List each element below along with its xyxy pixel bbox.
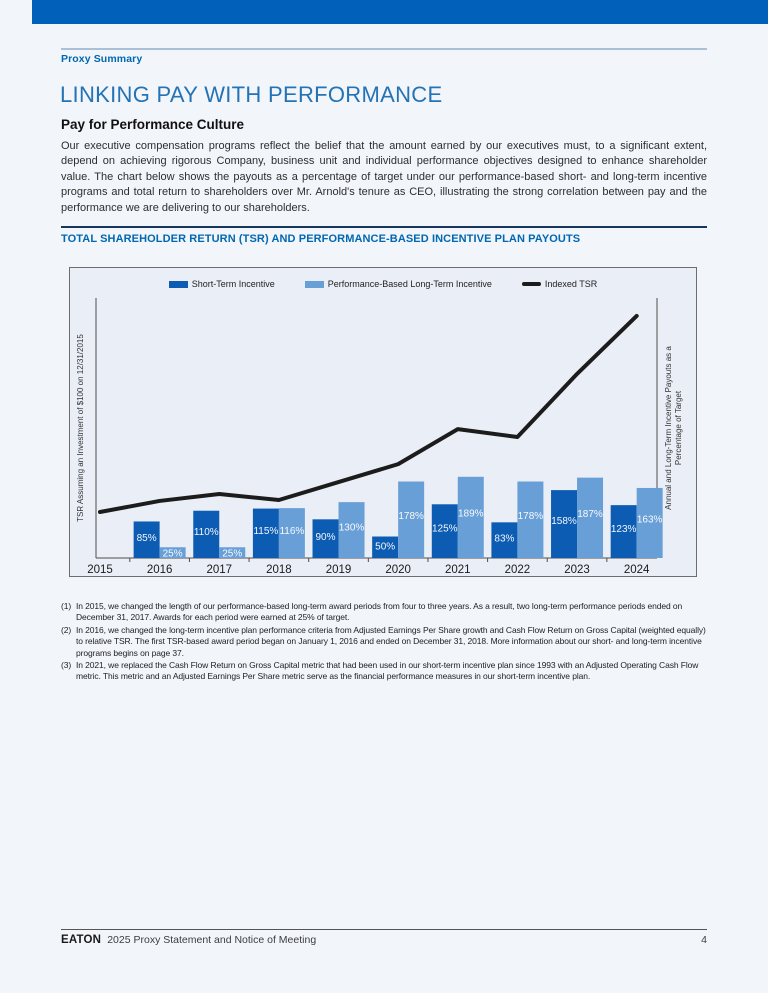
x-axis-year-label: 2022 (505, 564, 531, 576)
legend-bar-swatch (168, 280, 188, 288)
bar-value-label: 115% (253, 526, 278, 537)
legend-label: Indexed TSR (544, 279, 598, 289)
legend-label: Performance-Based Long-Term Incentive (327, 279, 492, 289)
legend-label: Short-Term Incentive (191, 279, 275, 289)
chart-plot-area: 85% 110% 115% 90% 50% 125% 83% 158% 123% 25% 25% 11… (76, 298, 683, 576)
short-term-incentive-bar (193, 510, 220, 558)
long-term-incentive-bar (636, 487, 663, 558)
bar-value-label: 178% (518, 511, 544, 522)
legend-item: Indexed TSR (521, 279, 598, 289)
long-term-incentive-bar (517, 481, 544, 558)
tsr-incentive-chart: Short-Term Incentive Performance-Based Lo… (69, 267, 697, 577)
right-axis-title-line: Annual and Long-Term Incentive Payouts a… (664, 346, 673, 510)
short-term-incentive-bar (372, 536, 399, 558)
legend-line-swatch (521, 282, 541, 286)
page-title: LINKING PAY WITH PERFORMANCE (60, 82, 443, 107)
brand-wordmark: EATON (61, 934, 102, 946)
legend-item: Short-Term Incentive (168, 279, 275, 289)
left-axis-title: TSR Assuming an Investment of $100 on 12… (76, 334, 85, 522)
long-term-incentive-bar (457, 476, 484, 558)
footnote: (2) In 2016, we changed the long-term in… (61, 625, 711, 659)
x-axis-year-label: 2024 (624, 564, 650, 576)
bar-value-label: 130% (339, 522, 365, 533)
chart-section-divider (61, 226, 707, 228)
header-divider (61, 48, 707, 50)
long-term-incentive-bar (159, 547, 186, 558)
bar-value-label: 123% (611, 524, 637, 535)
breadcrumb: Proxy Summary (61, 53, 143, 65)
long-term-incentive-bar (278, 508, 305, 558)
x-axis-year-label: 2019 (326, 564, 352, 576)
footnote-marker: (1) (61, 601, 72, 611)
chart-section-title: TOTAL SHAREHOLDER RETURN (TSR) AND PERFO… (61, 233, 581, 245)
bar-value-label: 83% (494, 534, 514, 545)
long-term-incentive-bar (398, 481, 425, 558)
short-term-incentive-bar (252, 508, 279, 558)
short-term-incentive-bar (431, 504, 458, 558)
x-axis-year-label: 2021 (445, 564, 471, 576)
chart-legend: Short-Term Incentive Performance-Based Lo… (70, 279, 696, 289)
short-term-incentive-bar (312, 519, 339, 558)
body-paragraph: Our executive compensation programs refl… (61, 140, 707, 214)
x-axis-year-label: 2016 (147, 564, 173, 576)
short-term-incentive-bar (551, 490, 578, 558)
long-term-incentive-bar (219, 547, 246, 558)
footer-divider (61, 929, 707, 930)
short-term-incentive-bar (133, 521, 160, 558)
bar-value-label: 163% (637, 515, 663, 526)
bar-value-label: 116% (279, 526, 304, 537)
footnote-text: In 2021, we replaced the Cash Flow Retur… (76, 660, 699, 682)
bar-value-label: 90% (316, 532, 336, 543)
x-axis-year-label: 2015 (87, 564, 113, 576)
page-number: 4 (701, 934, 707, 946)
legend-bar-swatch (304, 280, 324, 288)
x-axis-year-label: 2017 (206, 564, 232, 576)
x-axis-year-label: 2023 (564, 564, 590, 576)
legend-item: Performance-Based Long-Term Incentive (304, 279, 492, 289)
x-axis-year-label: 2020 (385, 564, 411, 576)
footnotes: (1) In 2015, we changed the length of ou… (61, 601, 711, 684)
top-brand-banner (32, 0, 768, 24)
bar-value-label: 85% (137, 533, 157, 544)
short-term-incentive-bar (491, 522, 518, 558)
footnote-marker: (3) (61, 660, 72, 671)
long-term-incentive-bar (338, 502, 365, 558)
bar-value-label: 110% (194, 527, 219, 538)
footnote: (1) In 2015, we changed the length of ou… (61, 601, 711, 624)
short-term-incentive-bar (610, 505, 637, 558)
footnote-text: In 2016, we changed the long-term incent… (76, 624, 706, 658)
long-term-incentive-bar (577, 477, 604, 558)
footer-text: 2025 Proxy Statement and Notice of Meeti… (107, 934, 317, 946)
right-axis-title-line: Percentage of Target (674, 390, 683, 465)
footnote-text: In 2015, we changed the length of our pe… (76, 601, 683, 623)
section-heading: Pay for Performance Culture (61, 117, 245, 132)
bar-value-label: 178% (398, 511, 424, 522)
bar-value-label: 189% (458, 509, 484, 520)
bar-value-label: 25% (163, 548, 183, 559)
bar-value-label: 50% (375, 541, 395, 552)
footnote: (3) In 2021, we replaced the Cash Flow R… (61, 660, 711, 683)
bar-value-label: 25% (222, 548, 242, 559)
bar-value-label: 187% (577, 509, 603, 520)
page-footer: EATON 2025 Proxy Statement and Notice of… (61, 934, 707, 946)
indexed-tsr-line (98, 313, 639, 514)
x-axis-year-label: 2018 (266, 564, 292, 576)
bar-value-label: 125% (432, 524, 458, 535)
bar-value-label: 158% (551, 516, 577, 527)
footnote-marker: (2) (61, 624, 72, 635)
